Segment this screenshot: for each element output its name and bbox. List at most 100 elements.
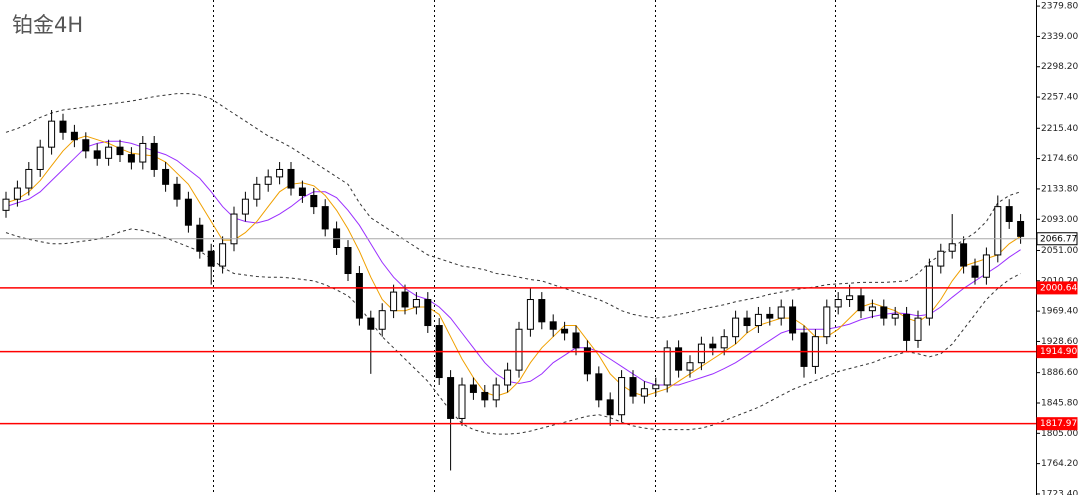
- candle: [481, 385, 489, 408]
- candle: [994, 195, 1002, 263]
- candle-body: [720, 336, 728, 349]
- candle-body: [903, 313, 911, 341]
- candle-body: [82, 139, 90, 152]
- candle: [697, 336, 705, 371]
- candle: [207, 243, 215, 285]
- candle-body: [196, 224, 204, 252]
- candle: [595, 366, 603, 408]
- candle: [640, 381, 648, 404]
- candle: [287, 162, 295, 196]
- candle: [880, 299, 888, 326]
- candle: [982, 247, 990, 285]
- candle-body: [184, 198, 192, 226]
- band-line: [5, 228, 1021, 435]
- candle-body: [105, 146, 113, 159]
- candle-body: [207, 250, 215, 267]
- candle: [344, 240, 352, 281]
- candle-body: [321, 206, 329, 230]
- candle: [264, 169, 272, 192]
- candle-body: [458, 384, 466, 419]
- candle-body: [424, 299, 432, 327]
- candle: [743, 310, 751, 333]
- candle: [709, 336, 717, 356]
- candle: [857, 288, 865, 319]
- level-label-box: [1036, 232, 1078, 246]
- candle-body: [925, 265, 933, 319]
- candle: [367, 310, 375, 374]
- candle: [173, 176, 181, 207]
- candle-body: [606, 399, 614, 416]
- candle: [766, 306, 774, 326]
- candle: [127, 147, 135, 170]
- candle-body: [1017, 220, 1025, 237]
- candle: [732, 310, 740, 345]
- candle: [162, 162, 170, 192]
- candle-body: [412, 299, 420, 308]
- candle-body: [93, 150, 101, 159]
- y-tick-label: 2010.20: [1041, 276, 1078, 286]
- level-label-box: [1036, 417, 1078, 431]
- level-label: 2000.64: [1040, 283, 1077, 293]
- level-label: 2066.77: [1040, 234, 1077, 244]
- y-tick-label: 2051.00: [1041, 246, 1078, 256]
- y-tick-label: 2133.80: [1041, 184, 1078, 194]
- candle-body: [982, 254, 990, 278]
- y-tick-label: 1886.60: [1041, 368, 1078, 378]
- candle: [663, 340, 671, 393]
- candle-body: [515, 328, 523, 371]
- candle: [903, 306, 911, 352]
- candle: [937, 243, 945, 274]
- candle-body: [469, 384, 477, 393]
- candle: [572, 325, 580, 356]
- candle-body: [2, 198, 10, 211]
- candle: [971, 258, 979, 285]
- candle: [754, 306, 762, 333]
- candle: [823, 299, 831, 345]
- candle-body: [652, 384, 660, 390]
- candle-body: [857, 295, 865, 312]
- candle: [25, 162, 33, 196]
- moving-average: [5, 140, 1021, 386]
- candle: [561, 321, 569, 341]
- candle: [310, 188, 318, 215]
- candle-body: [948, 243, 956, 252]
- candle-body: [401, 291, 409, 308]
- y-tick-label: 2298.20: [1041, 62, 1078, 72]
- candle-body: [481, 391, 489, 401]
- candle-body: [139, 142, 147, 163]
- y-tick-label: 1723.40: [1041, 489, 1078, 495]
- candle-body: [891, 313, 899, 319]
- candle: [412, 292, 420, 315]
- candle-body: [663, 347, 671, 386]
- level-label-box: [1036, 281, 1078, 295]
- candle-body: [378, 310, 386, 330]
- candle-body: [868, 306, 876, 312]
- candle: [914, 310, 922, 348]
- band-line: [5, 93, 1021, 319]
- candle-body: [549, 321, 557, 330]
- candle-body: [276, 168, 284, 178]
- candle-body: [116, 146, 124, 156]
- candle-body: [241, 198, 249, 215]
- candle-body: [789, 306, 797, 334]
- candle-body: [287, 168, 295, 189]
- candle-body: [572, 332, 580, 349]
- candle-body: [994, 206, 1002, 256]
- candle: [253, 176, 261, 207]
- candle: [184, 191, 192, 233]
- candle: [59, 113, 67, 140]
- candle-body: [583, 347, 591, 375]
- candle: [777, 299, 785, 326]
- candle: [686, 355, 694, 378]
- candle-body: [447, 377, 455, 419]
- moving-average: [5, 135, 1021, 397]
- candle: [618, 370, 626, 423]
- candle: [538, 292, 546, 330]
- candle: [675, 340, 683, 378]
- candle-body: [162, 168, 170, 185]
- candle: [789, 299, 797, 341]
- candle-body: [834, 299, 842, 308]
- candle-body: [709, 343, 717, 349]
- candle-body: [754, 313, 762, 327]
